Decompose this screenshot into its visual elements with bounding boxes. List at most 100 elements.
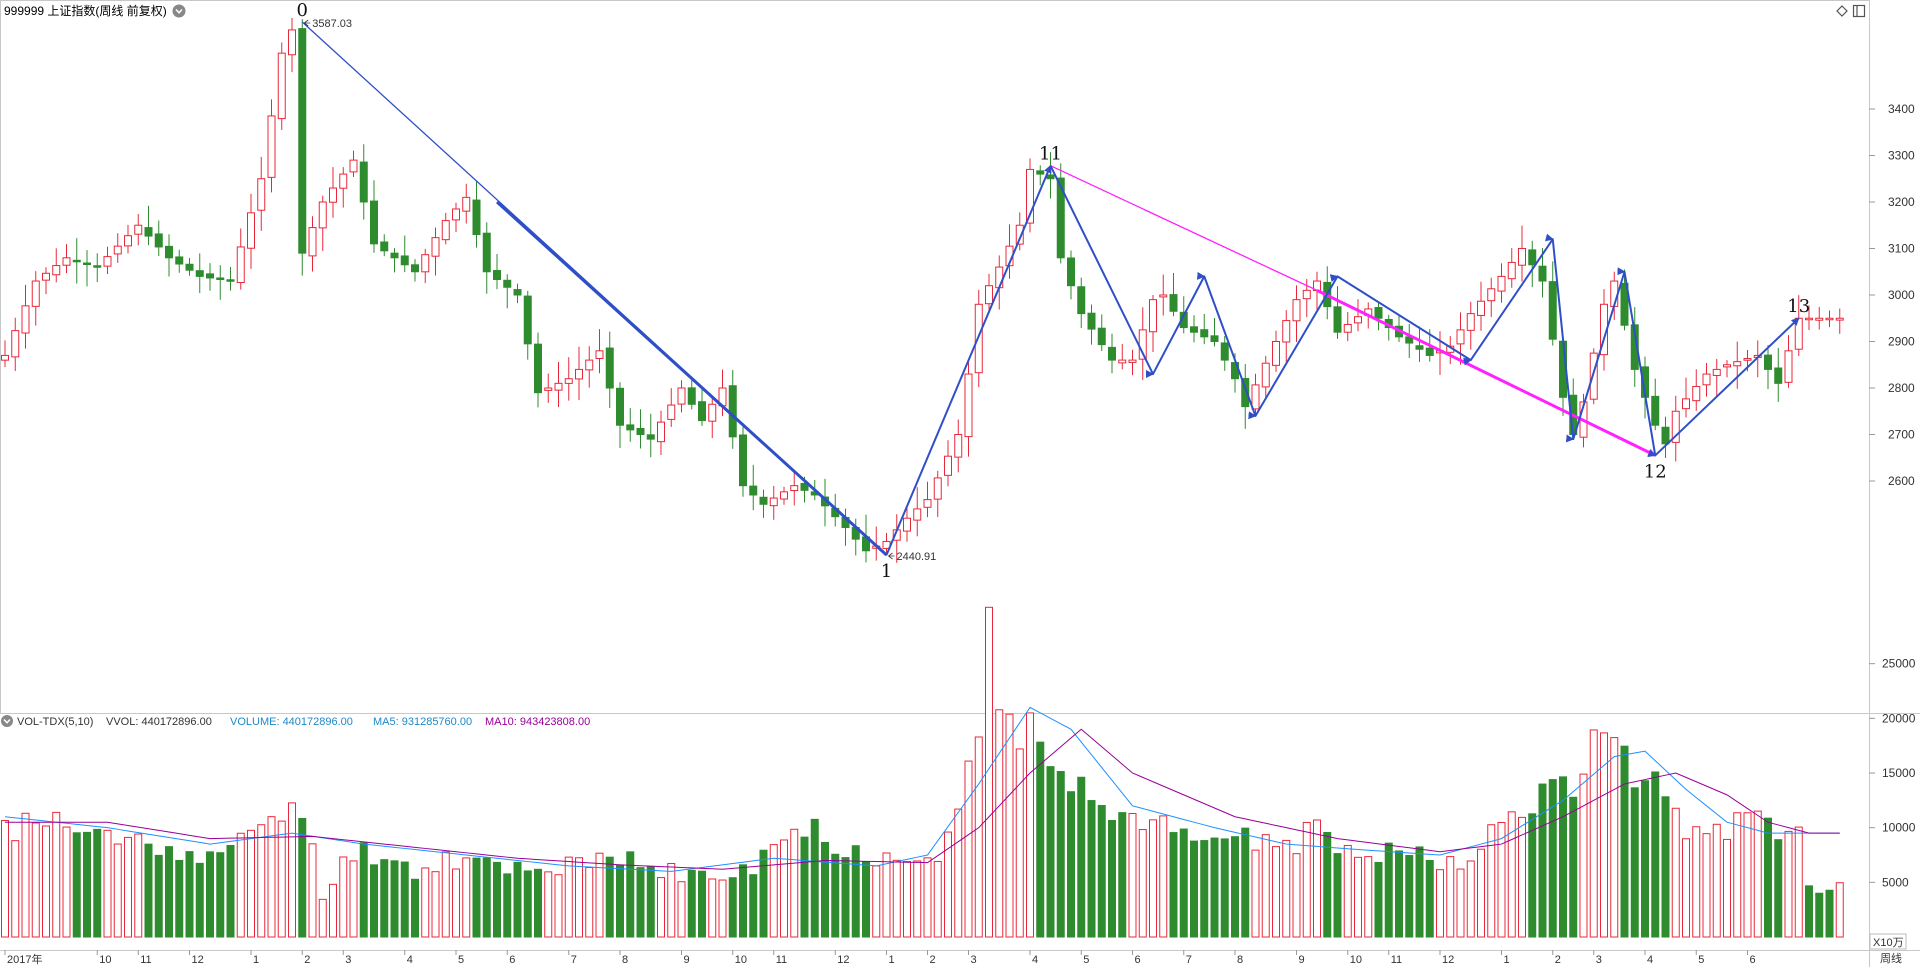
volume-bar: [462, 857, 471, 938]
candle-body: [206, 273, 214, 279]
volume-bar: [472, 857, 481, 938]
candle-body: [1528, 249, 1537, 266]
candle-body: [1477, 300, 1485, 316]
volume-bar: [318, 898, 327, 938]
volume-tick-label: 15000: [1882, 766, 1916, 780]
candle-body: [616, 387, 624, 426]
candle-body: [595, 350, 604, 360]
candle-body: [769, 497, 778, 507]
volume-bar: [31, 822, 40, 938]
volume-bar: [1805, 885, 1813, 938]
volume-ma-layer: [4, 706, 1840, 872]
candle-body: [1456, 329, 1465, 345]
volume-bar: [1405, 855, 1414, 938]
candle-body: [359, 161, 368, 203]
volume-dropdown-icon[interactable]: [1, 715, 13, 727]
volume-bar: [1784, 830, 1793, 938]
window-icon[interactable]: [1852, 4, 1866, 18]
candle-body: [728, 385, 737, 438]
svg-text:VOL-TDX(5,10) VVOL: 440172: VOL-TDX(5,10) VVOL: 440172896.00 VOLUME:…: [17, 716, 590, 728]
price-pointer: [304, 19, 311, 27]
volume-bar: [1538, 783, 1547, 938]
candle-body: [277, 52, 286, 120]
volume-bar: [195, 862, 204, 938]
volume-bar: [1764, 817, 1772, 938]
wave-label-13: 13: [1787, 296, 1810, 317]
candle-body: [308, 227, 317, 257]
wave-label-12: 12: [1644, 461, 1667, 482]
volume-bar: [605, 856, 614, 938]
volume-bar: [1569, 796, 1578, 938]
diamond-icon[interactable]: [1836, 5, 1848, 17]
volume-bar: [1343, 844, 1352, 938]
candle-body: [1251, 384, 1260, 410]
volume-bar: [523, 870, 532, 938]
candle-body: [72, 259, 81, 263]
volume-bar: [1497, 822, 1506, 938]
volume-bar: [1702, 833, 1711, 938]
candle-body: [1149, 299, 1157, 333]
volume-bar: [226, 844, 235, 938]
volume-bar: [790, 828, 799, 938]
candle-body: [462, 196, 471, 212]
volume-bar: [882, 852, 891, 938]
candle-body: [1056, 177, 1065, 259]
candle-body: [1169, 294, 1178, 312]
time-tick-label: 12: [192, 954, 204, 966]
volume-bar: [236, 832, 245, 938]
price-axis: 2600 2700 2800 2900 3000 3100 3200 3300 3400: [1869, 102, 1915, 488]
candle-body: [944, 455, 952, 476]
candle-body: [1415, 345, 1424, 350]
candle-body: [995, 266, 1004, 289]
volume-bar: [267, 816, 276, 938]
volume-bar: [1333, 853, 1342, 938]
volume-bar: [677, 881, 686, 938]
volume-bar: [667, 862, 676, 938]
candle-body: [780, 491, 788, 500]
volume-bar: [1620, 745, 1629, 938]
candle-body: [954, 434, 963, 458]
time-tick-label: 6: [1750, 954, 1756, 966]
title-dropdown-icon[interactable]: [172, 4, 186, 18]
swing-price-label: 3587.03: [312, 18, 352, 30]
volume-bar: [308, 843, 317, 938]
volume-bar: [964, 760, 973, 938]
candle-body: [11, 330, 20, 358]
candle-body: [657, 421, 665, 443]
candle-body: [1589, 352, 1598, 400]
volume-bar: [892, 859, 901, 938]
period-label[interactable]: 周线: [1880, 951, 1902, 965]
volume-bar: [810, 818, 819, 938]
volume-bar: [1169, 832, 1178, 938]
volume-bar: [759, 849, 768, 938]
volume-bar: [1835, 882, 1844, 938]
time-tick-label: 12: [837, 954, 849, 966]
candle-body: [534, 343, 542, 394]
volume-bar: [1210, 837, 1219, 938]
candle-body: [1354, 316, 1362, 324]
price-tick-label: 2900: [1888, 335, 1915, 349]
volume-bar: [831, 853, 840, 938]
candle-body: [708, 403, 717, 422]
volume-bar: [1548, 779, 1557, 938]
ma10-value: MA10: 943423808.00: [485, 716, 590, 728]
wave-line-blue: [885, 164, 1052, 556]
price-tick-label: 3400: [1888, 102, 1915, 116]
volume-bar: [1682, 838, 1690, 938]
time-tick-label: 10: [99, 954, 111, 966]
volume-bar: [595, 852, 604, 938]
volume-bar: [800, 836, 809, 938]
candle-body: [687, 387, 696, 405]
candle-body: [1302, 289, 1311, 300]
candle-body: [1190, 326, 1198, 333]
volume-bar: [646, 865, 655, 938]
candle-body: [1108, 346, 1116, 361]
price-tick-label: 3200: [1888, 195, 1915, 209]
candle-body: [1, 354, 9, 361]
volume-bar: [1179, 828, 1188, 938]
volume-bar: [113, 843, 122, 938]
candle-body: [1825, 317, 1834, 321]
volume-bar: [1292, 853, 1301, 938]
volume-bar: [216, 852, 225, 938]
volume-bar: [1138, 829, 1147, 938]
